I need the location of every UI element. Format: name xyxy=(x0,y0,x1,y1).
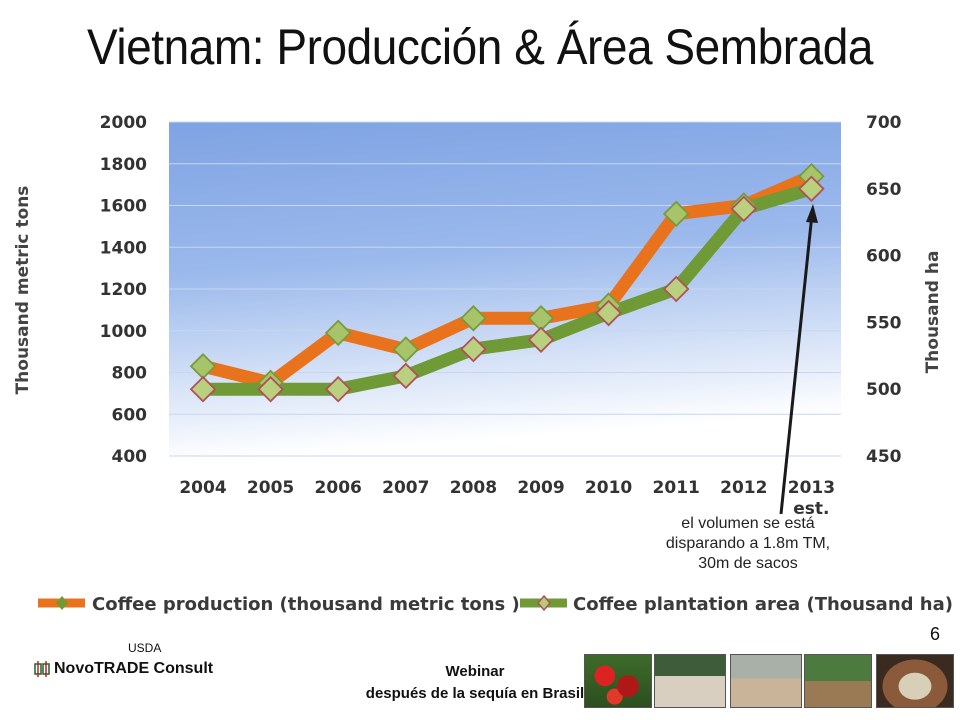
x-tick-label: 2012 xyxy=(720,478,767,498)
annotation-line-3: 30m de sacos xyxy=(698,555,798,572)
usda-label: USDA xyxy=(128,641,162,655)
legend-marker-production xyxy=(56,596,68,610)
left-tick-label: 800 xyxy=(112,364,148,384)
x-tick-sublabel: est. xyxy=(793,499,829,519)
legend-label-production: Coffee production (thousand metric tons … xyxy=(92,594,520,615)
series-markers xyxy=(189,163,825,403)
right-tick-label: 550 xyxy=(866,313,902,333)
left-tick-label: 400 xyxy=(112,447,148,467)
photo-worker xyxy=(804,654,872,708)
legend-label-area: Coffee plantation area (Thousand ha) xyxy=(573,594,953,615)
left-tick-label: 1800 xyxy=(100,155,147,175)
series-line-area xyxy=(196,182,818,396)
right-axis-label: Thousand ha xyxy=(923,251,943,374)
data-point-area xyxy=(460,335,487,363)
x-tick-label: 2005 xyxy=(247,478,294,498)
annotation-text: el volumen se está disparando a 1.8m TM,… xyxy=(628,514,868,574)
left-tick-label: 1200 xyxy=(100,280,147,300)
line-chart: 2000 1800 1600 1400 1200 1000 800 600 400 700 650… xyxy=(13,113,953,615)
right-tick-label: 500 xyxy=(866,380,902,400)
photo-meeting-room xyxy=(654,654,726,708)
right-tick-label: 700 xyxy=(866,113,902,133)
x-tick-label: 2004 xyxy=(179,478,226,498)
left-tick-label: 600 xyxy=(112,405,148,425)
page-number: 6 xyxy=(930,624,941,644)
left-axis-label: Thousand metric tons xyxy=(13,186,33,395)
left-axis-ticks: 2000 1800 1600 1400 1200 1000 800 600 400 xyxy=(100,113,147,467)
x-tick-label: 2010 xyxy=(585,478,632,498)
left-tick-label: 1000 xyxy=(100,322,147,342)
webinar-line-2: después de la sequía en Brasil xyxy=(365,685,585,702)
x-tick-label: 2013 xyxy=(788,478,835,498)
x-axis-ticks: 2004 2005 2006 2007 2008 2009 2010 2011 2012 2013… xyxy=(179,478,835,519)
data-point-area xyxy=(662,275,690,303)
data-point-area xyxy=(730,195,758,223)
left-tick-label: 1400 xyxy=(100,238,147,258)
legend: Coffee production (thousand metric tons … xyxy=(38,594,953,615)
data-point-production xyxy=(662,200,690,228)
x-tick-label: 2007 xyxy=(382,478,429,498)
photo-people-table xyxy=(730,654,802,708)
data-point-area xyxy=(595,299,622,327)
series-line-production xyxy=(196,169,818,390)
photo-coffee-cherries xyxy=(584,654,652,708)
x-tick-label: 2011 xyxy=(653,478,700,498)
photo-coffee-beans-hands xyxy=(876,654,954,708)
right-tick-label: 450 xyxy=(866,447,902,467)
annotation-line-2: disparando a 1.8m TM, xyxy=(665,535,831,552)
data-point-area xyxy=(257,375,284,403)
legend-marker-area xyxy=(537,594,551,612)
right-axis-ticks: 700 650 600 550 500 450 xyxy=(866,113,902,467)
slide-title: Vietnam: Producción & Área Sembrada xyxy=(87,19,873,75)
data-point-area xyxy=(324,375,352,403)
data-point-production xyxy=(392,336,420,363)
webinar-caption: Webinar después de la sequía en Brasil xyxy=(360,661,590,705)
x-tick-label: 2009 xyxy=(517,478,564,498)
data-point-area xyxy=(527,326,555,354)
right-tick-label: 650 xyxy=(866,180,902,200)
data-point-production xyxy=(324,319,352,347)
annotation-arrow-head xyxy=(806,204,818,223)
data-point-area xyxy=(189,375,217,403)
webinar-line-1: Webinar xyxy=(445,663,505,680)
novotrade-logo-icon xyxy=(34,661,50,677)
x-tick-label: 2008 xyxy=(450,478,497,498)
left-tick-label: 2000 xyxy=(100,113,147,133)
data-point-area xyxy=(798,175,825,203)
x-tick-label: 2006 xyxy=(315,478,362,498)
data-point-area xyxy=(392,362,420,390)
annotation-line-1: el volumen se está xyxy=(681,515,815,532)
data-point-production xyxy=(460,304,487,332)
right-tick-label: 600 xyxy=(866,247,902,267)
gridlines xyxy=(169,121,841,457)
left-tick-label: 1600 xyxy=(100,197,147,217)
series-lines xyxy=(196,169,818,396)
company-name: NovoTRADE Consult xyxy=(54,660,214,677)
annotation-arrow xyxy=(779,213,814,515)
